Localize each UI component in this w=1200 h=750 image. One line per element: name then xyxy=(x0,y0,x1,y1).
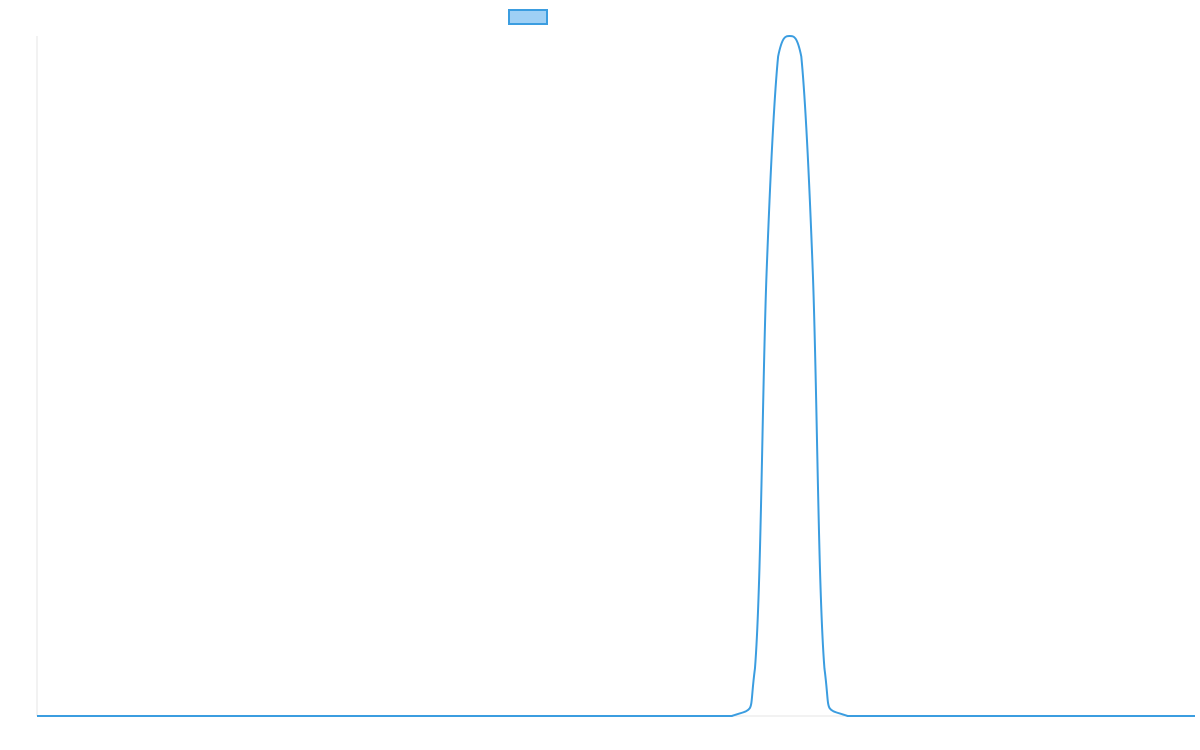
series-line xyxy=(37,35,1195,718)
legend[interactable] xyxy=(508,9,554,25)
legend-swatch[interactable] xyxy=(508,9,548,25)
